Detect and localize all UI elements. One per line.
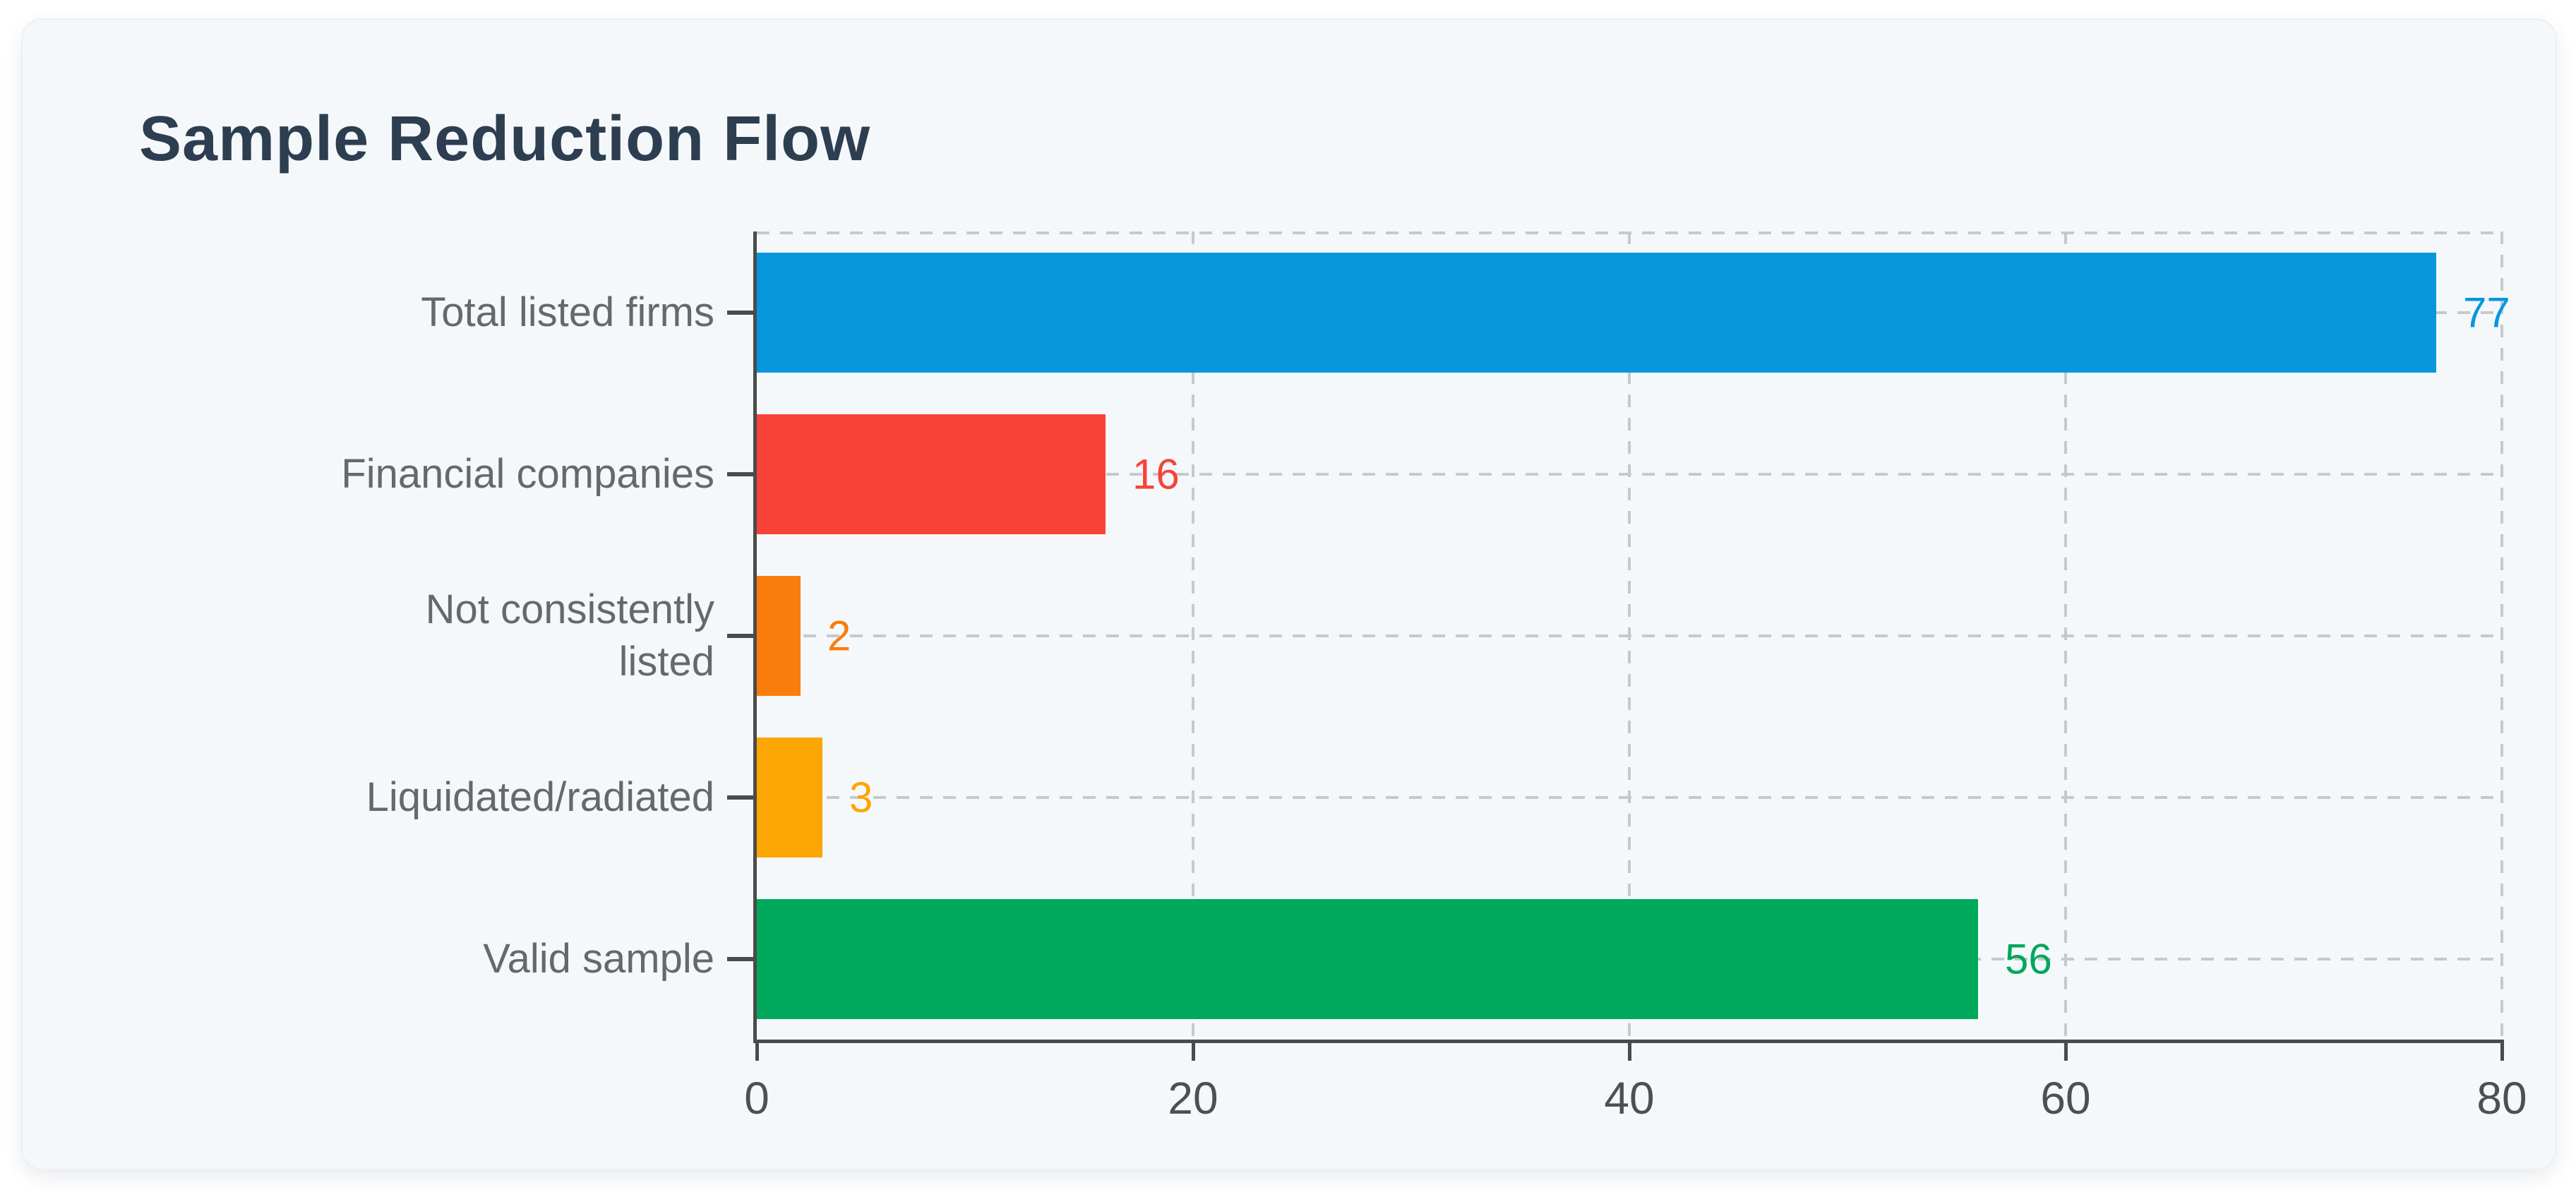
y-axis-label: Valid sample — [483, 935, 714, 982]
y-tick — [727, 957, 753, 961]
x-tick-label: 0 — [744, 1073, 769, 1124]
v-gridline — [2500, 231, 2503, 1040]
h-gridline — [757, 634, 2502, 637]
bar — [757, 576, 801, 696]
chart-card: Sample Reduction Flow 0 20 40 60 80 Total lis… — [21, 18, 2557, 1170]
y-tick — [727, 795, 753, 800]
bar — [757, 899, 1978, 1019]
bar-value-label: 77 — [2463, 289, 2510, 337]
x-tick — [1628, 1040, 1631, 1061]
x-tick — [755, 1040, 759, 1061]
y-tick — [727, 311, 753, 315]
x-tick-label: 60 — [2040, 1073, 2091, 1124]
y-tick — [727, 472, 753, 476]
bar — [757, 738, 822, 857]
chart-title: Sample Reduction Flow — [139, 104, 871, 174]
x-tick — [2500, 1040, 2504, 1061]
y-axis-label: Not consistently listed — [425, 586, 714, 685]
x-tick-label: 40 — [1604, 1073, 1655, 1124]
x-tick-label: 80 — [2476, 1073, 2527, 1124]
plot-area: 0 20 40 60 80 Total listed firms 77 Financial c… — [341, 231, 2527, 1124]
x-tick — [1192, 1040, 1195, 1061]
h-gridline — [757, 796, 2502, 799]
y-axis-label: Financial companies — [341, 450, 714, 497]
x-tick — [2064, 1040, 2068, 1061]
x-tick-label: 20 — [1168, 1073, 1218, 1124]
bar — [757, 414, 1106, 534]
bar — [757, 253, 2436, 373]
y-tick — [727, 634, 753, 638]
bar-value-label: 56 — [2005, 935, 2052, 983]
bar-value-label: 3 — [849, 773, 873, 821]
y-axis-label: Total listed firms — [421, 289, 714, 335]
y-axis-label: Liquidated/radiated — [366, 773, 714, 820]
bar-value-label: 2 — [827, 612, 851, 660]
h-gridline — [757, 473, 2502, 476]
bar-value-label: 16 — [1132, 450, 1180, 498]
